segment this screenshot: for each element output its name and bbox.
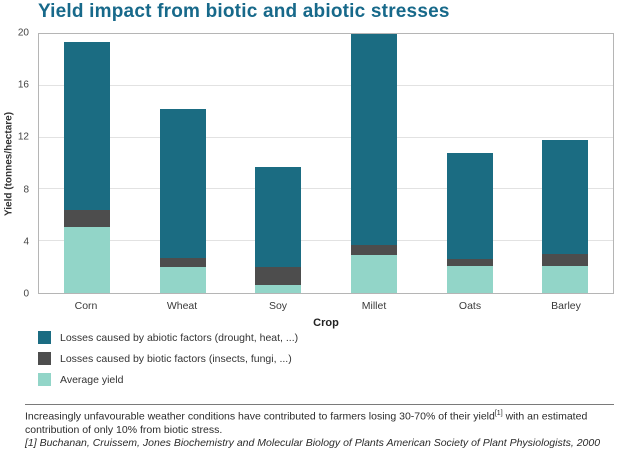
bar-segment-abiotic-barley — [542, 140, 589, 255]
bars — [39, 34, 613, 293]
x-axis-label: Crop — [313, 317, 339, 329]
legend-swatch-biotic — [38, 352, 51, 365]
bar-slot-wheat — [135, 34, 231, 293]
bar-segment-abiotic-soy — [255, 167, 302, 268]
gridline-12 — [39, 136, 613, 138]
bar-segment-biotic-corn — [63, 210, 110, 227]
bar-slot-millet — [326, 34, 422, 293]
bar-slot-soy — [230, 34, 326, 293]
footer-divider — [25, 404, 614, 405]
bar-segment-biotic-soy — [255, 267, 302, 286]
y-axis-ticks: 0 4 8 12 16 20 — [0, 28, 34, 300]
legend-swatch-abiotic — [38, 331, 51, 344]
y-axis-label: Yield (tonnes/hectare) — [3, 111, 15, 217]
legend: Losses caused by abiotic factors (drough… — [38, 331, 298, 386]
bar-segment-biotic-barley — [542, 254, 589, 266]
bar-segment-biotic-millet — [350, 245, 397, 256]
x-axis-categories: Corn Wheat Soy Millet Oats Barley — [38, 300, 614, 312]
bar-oats — [446, 153, 493, 293]
bar-wheat — [159, 109, 206, 293]
bar-barley — [542, 140, 589, 293]
bar-segment-abiotic-corn — [63, 41, 110, 211]
bar-segment-abiotic-millet — [350, 34, 397, 246]
footer-note: Increasingly unfavourable weather condit… — [25, 409, 614, 438]
legend-item-biotic: Losses caused by biotic factors (insects… — [38, 352, 298, 365]
legend-swatch-average — [38, 373, 51, 386]
footer-superscript: [1] — [494, 410, 503, 417]
y-tick-8: 8 — [23, 184, 29, 196]
bar-segment-average-wheat — [159, 267, 206, 293]
bar-slot-corn — [39, 34, 135, 293]
footer-reference: [1] Buchanan, Cruissem, Jones Biochemist… — [25, 437, 601, 449]
bar-segment-average-soy — [255, 285, 302, 293]
gridline-4 — [39, 240, 613, 242]
plot-area — [38, 33, 614, 294]
y-tick-20: 20 — [17, 27, 29, 39]
footer-line2: contribution of only 10% from biotic str… — [25, 424, 223, 437]
legend-item-abiotic: Losses caused by abiotic factors (drough… — [38, 331, 298, 344]
legend-label-average: Average yield — [60, 373, 124, 386]
bar-soy — [255, 167, 302, 293]
x-category-oats: Oats — [458, 300, 482, 312]
legend-label-abiotic: Losses caused by abiotic factors (drough… — [60, 331, 299, 344]
x-category-millet: Millet — [361, 300, 387, 312]
bar-segment-biotic-wheat — [159, 258, 206, 268]
footer-line1-before-sup: Increasingly unfavourable weather condit… — [25, 410, 495, 423]
y-tick-0: 0 — [23, 288, 29, 300]
legend-label-biotic: Losses caused by biotic factors (insects… — [60, 352, 292, 365]
legend-item-average: Average yield — [38, 373, 298, 386]
bar-millet — [350, 34, 397, 293]
x-category-wheat: Wheat — [166, 300, 198, 312]
bar-segment-biotic-oats — [446, 259, 493, 266]
bar-corn — [63, 41, 110, 293]
bar-segment-average-barley — [542, 265, 589, 293]
gridline-8 — [39, 188, 613, 190]
bar-segment-average-oats — [446, 265, 493, 293]
y-tick-16: 16 — [17, 79, 29, 91]
chart-title: Yield impact from biotic and abiotic str… — [38, 1, 450, 22]
x-category-barley: Barley — [551, 300, 581, 312]
gridline-16 — [39, 84, 613, 86]
y-tick-12: 12 — [17, 131, 29, 143]
bar-segment-average-corn — [63, 226, 110, 293]
bar-segment-abiotic-wheat — [159, 109, 206, 259]
bar-slot-barley — [517, 34, 613, 293]
footer-line1-after-sup: with an estimated — [502, 410, 588, 423]
bar-slot-oats — [422, 34, 518, 293]
bar-segment-abiotic-oats — [446, 153, 493, 260]
x-category-corn: Corn — [74, 300, 98, 312]
bar-segment-average-millet — [350, 255, 397, 293]
x-category-soy: Soy — [268, 300, 288, 312]
y-tick-4: 4 — [23, 236, 29, 248]
